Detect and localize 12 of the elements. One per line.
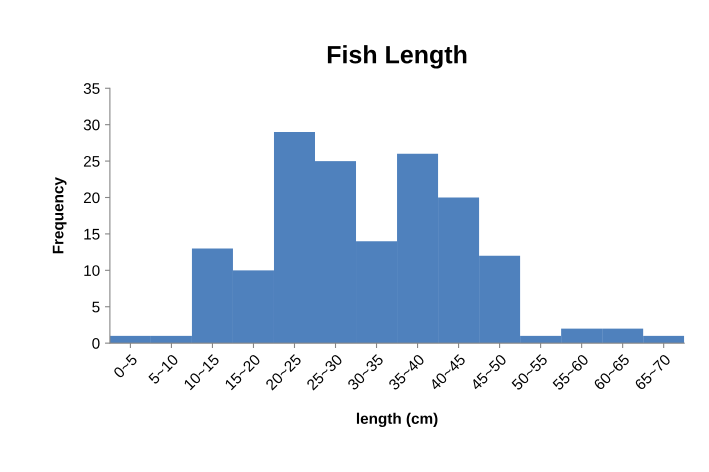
y-tick-label: 15 — [84, 228, 100, 240]
y-tick-label: 20 — [84, 192, 100, 204]
y-tick-label: 30 — [84, 120, 100, 130]
x-axis-title: length (cm) — [356, 412, 438, 428]
y-axis-title: Frequency — [52, 177, 67, 254]
y-tick-label: 10 — [84, 265, 100, 276]
x-tick-label: 0~5 — [112, 354, 138, 379]
y-tick-label: 0 — [92, 338, 100, 349]
y-tick-label: 5 — [92, 302, 100, 312]
y-tick-label: 25 — [84, 156, 100, 167]
y-tick-label: 35 — [84, 83, 100, 94]
chart-title: Fish Length — [328, 45, 466, 69]
